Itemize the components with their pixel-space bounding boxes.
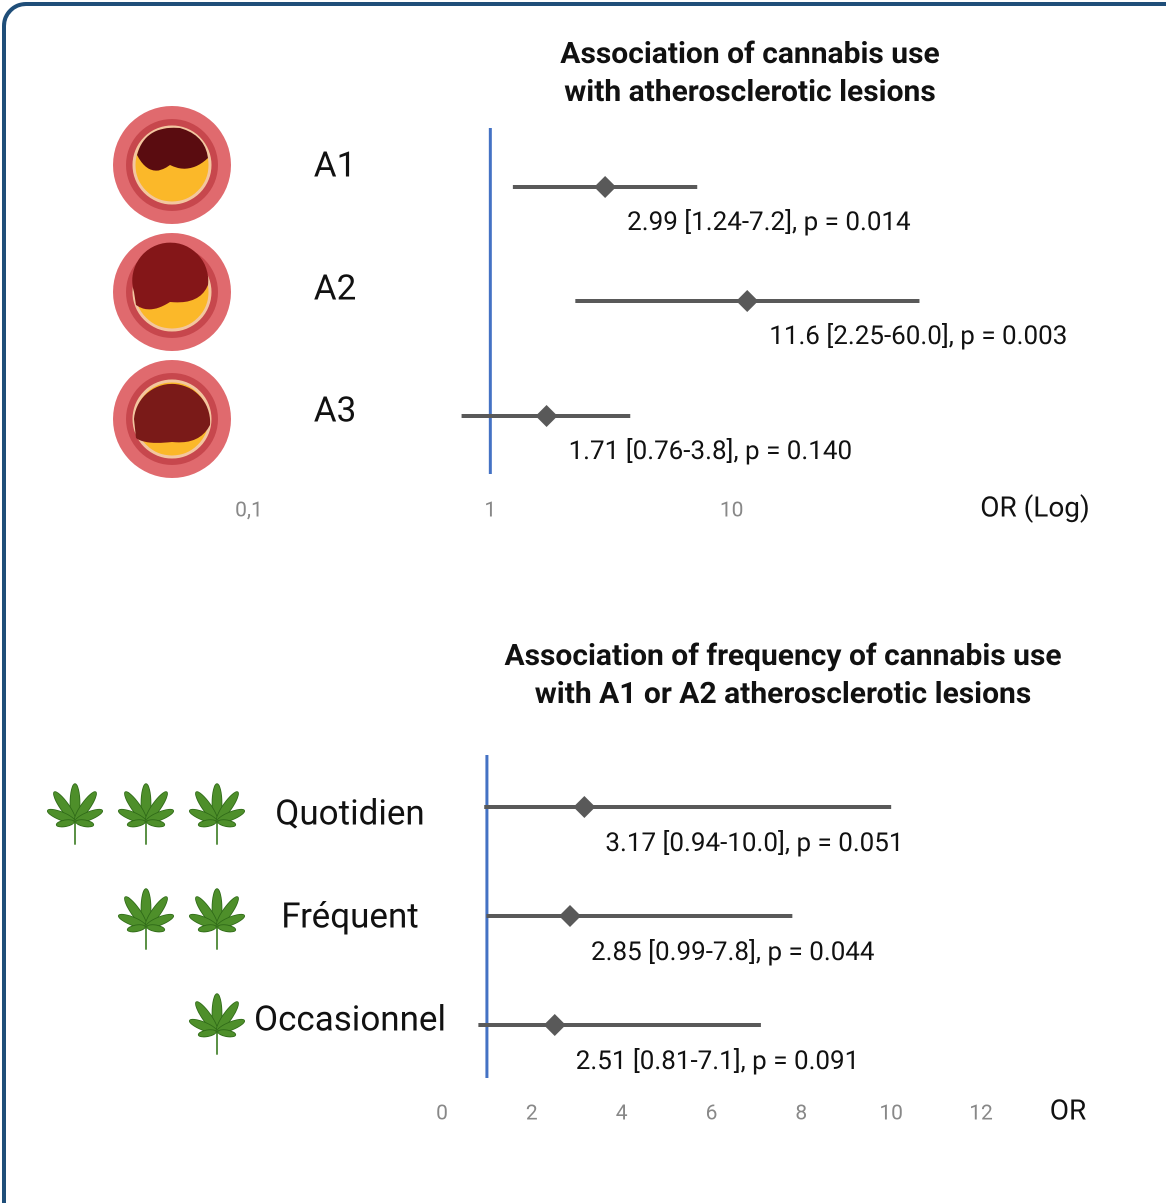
ci-annotation: 3.17 [0.94-10.0], p = 0.051 [605, 828, 903, 858]
x-tick-label: 0,1 [235, 499, 263, 523]
point-estimate [736, 290, 758, 312]
row-label: Quotidien [275, 792, 424, 833]
x-axis-label: OR [1050, 1093, 1087, 1126]
x-tick-label: 1 [484, 499, 496, 523]
x-tick-label: 4 [616, 1102, 628, 1126]
x-tick-label: 10 [879, 1102, 903, 1126]
point-estimate [573, 796, 595, 818]
x-tick-label: 2 [526, 1102, 538, 1126]
x-tick-label: 12 [969, 1102, 993, 1126]
point-estimate [594, 176, 616, 198]
x-tick-label: 0 [436, 1102, 448, 1126]
x-tick-label: 6 [706, 1102, 718, 1126]
x-tick-label: 8 [795, 1102, 807, 1126]
vessel-icon [113, 360, 231, 478]
ci-annotation: 11.6 [2.25-60.0], p = 0.003 [769, 321, 1067, 351]
ci-annotation: 1.71 [0.76-3.8], p = 0.140 [569, 436, 853, 466]
row-label: A2 [314, 267, 357, 308]
row-label: A3 [314, 389, 357, 430]
row-label: Occasionnel [254, 998, 446, 1039]
vessel-icon [113, 106, 231, 224]
page: Association of cannabis usewith atherosc… [0, 0, 1166, 1203]
vessel-icon [113, 233, 231, 351]
chart-title: Association of frequency of cannabis use… [504, 638, 1061, 711]
row-label: Fréquent [281, 895, 419, 936]
ci-annotation: 2.85 [0.99-7.8], p = 0.044 [591, 937, 875, 967]
x-axis-label: OR (Log) [980, 490, 1090, 523]
point-estimate [536, 405, 558, 427]
point-estimate [544, 1014, 566, 1036]
ci-annotation: 2.99 [1.24-7.2], p = 0.014 [627, 207, 911, 237]
point-estimate [559, 905, 581, 927]
leaf-icons [46, 784, 246, 1055]
x-tick-label: 10 [720, 499, 744, 523]
ci-annotation: 2.51 [0.81-7.1], p = 0.091 [576, 1046, 860, 1076]
row-label: A1 [314, 144, 357, 185]
